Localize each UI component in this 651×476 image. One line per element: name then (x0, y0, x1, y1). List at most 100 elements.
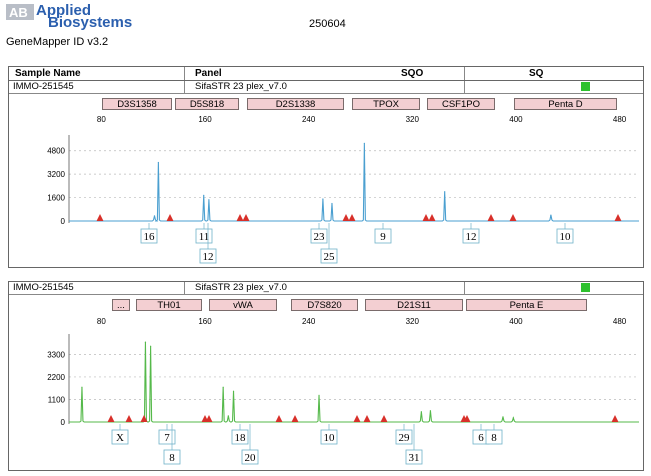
size-marker-icon (107, 415, 115, 422)
y-tick-label: 0 (61, 217, 66, 226)
allele-call-label[interactable]: 20 (245, 452, 257, 464)
x-tick-label: 320 (406, 115, 420, 124)
peak-point (512, 417, 514, 419)
peak-point (444, 191, 446, 193)
peak-point (222, 386, 224, 388)
size-marker-icon (125, 415, 133, 422)
peak-point (550, 214, 552, 216)
size-marker-icon (348, 214, 356, 221)
allele-call-label[interactable]: 12 (203, 251, 214, 263)
allele-call-box (158, 429, 176, 445)
peak-point (153, 215, 156, 217)
size-marker-icon (463, 415, 471, 422)
peak-point (150, 345, 152, 347)
size-marker-icon (614, 214, 622, 221)
column-sqo: SQO (401, 68, 424, 79)
electropherogram-panel-2: IMMO-251545 SifaSTR 23 plex_v7.0 ... TH0… (8, 281, 644, 471)
x-tick-label: 160 (198, 115, 212, 124)
locus-label[interactable]: D2S1338 (247, 98, 344, 110)
signal-trace (69, 143, 639, 222)
size-marker-icon (428, 214, 436, 221)
size-marker-icon (291, 415, 299, 422)
locus-label[interactable]: D21S11 (365, 299, 463, 311)
allele-call-label[interactable]: 25 (324, 251, 336, 263)
locus-label[interactable]: vWA (209, 299, 277, 311)
allele-call-label[interactable]: 6 (478, 432, 484, 444)
x-tick-label: 80 (97, 115, 106, 124)
column-panel: Panel (195, 68, 222, 79)
x-tick-label: 240 (302, 115, 316, 124)
allele-call-label[interactable]: 11 (199, 231, 210, 243)
allele-call-box (320, 248, 338, 264)
y-tick-label: 2200 (47, 373, 65, 382)
x-tick-label: 320 (406, 317, 420, 326)
locus-label[interactable]: TPOX (352, 98, 420, 110)
y-tick-label: 3300 (47, 350, 65, 359)
allele-call-label[interactable]: 8 (491, 432, 497, 444)
allele-call-label[interactable]: 8 (169, 452, 175, 464)
y-tick-label: 1100 (48, 395, 66, 404)
sample-row[interactable]: IMMO-251545 SifaSTR 23 plex_v7.0 (9, 282, 643, 295)
peak-point (502, 416, 504, 418)
sq-status-indicator (581, 82, 590, 91)
allele-call-label[interactable]: 29 (399, 432, 411, 444)
allele-call-box (405, 449, 423, 465)
sample-name: IMMO-251545 (13, 282, 74, 293)
peak-point (81, 386, 83, 388)
svg-text:AB: AB (9, 5, 28, 20)
run-id: 250604 (309, 18, 346, 30)
locus-label[interactable]: Penta D (514, 98, 617, 110)
column-sq: SQ (529, 68, 544, 79)
size-marker-icon (205, 415, 213, 422)
locus-label[interactable]: D3S1358 (102, 98, 172, 110)
allele-call-label[interactable]: 10 (324, 432, 336, 444)
size-marker-icon (422, 214, 430, 221)
peak-point (203, 194, 205, 196)
x-tick-label: 480 (613, 115, 627, 124)
x-tick-label: 400 (509, 115, 523, 124)
peak-point (144, 341, 147, 343)
allele-call-label[interactable]: 23 (314, 231, 326, 243)
locus-label[interactable]: TH01 (136, 299, 202, 311)
allele-call-label[interactable]: 12 (466, 231, 477, 243)
peak-point (420, 411, 422, 413)
allele-call-box (374, 228, 392, 244)
report-header: AB Applied Biosystems GeneMapper ID v3.2… (0, 0, 651, 60)
allele-call-label[interactable]: 9 (380, 231, 386, 243)
app-name: GeneMapper ID v3.2 (6, 36, 109, 48)
peak-point (363, 142, 365, 144)
allele-call-label[interactable]: 18 (235, 432, 247, 444)
allele-call-label[interactable]: 10 (560, 231, 572, 243)
allele-call-box (395, 429, 413, 445)
size-marker-icon (611, 415, 619, 422)
locus-label[interactable]: Penta E (466, 299, 587, 311)
peak-point (322, 198, 324, 200)
peak-point (331, 202, 333, 205)
sq-status-indicator (581, 283, 590, 292)
x-tick-label: 240 (302, 317, 316, 326)
allele-call-label[interactable]: 7 (164, 432, 170, 444)
size-marker-icon (140, 415, 148, 422)
locus-label[interactable]: D7S820 (291, 299, 358, 311)
size-marker-icon (509, 214, 517, 221)
brand-name-line1: Applied (36, 2, 91, 19)
allele-call-label[interactable]: 31 (409, 452, 420, 464)
locus-label[interactable]: D5S818 (175, 98, 239, 110)
allele-call-box (163, 449, 181, 465)
allele-call-label[interactable]: 16 (144, 231, 156, 243)
allele-call-label[interactable]: X (116, 432, 124, 444)
y-tick-label: 0 (61, 418, 66, 427)
locus-label[interactable]: ... (112, 299, 130, 311)
allele-call-box (199, 248, 217, 264)
electropherogram-plot[interactable]: 80 160 240 320 400 480 4800 3200 1600 0 16 11 23 9 12 1… (9, 67, 643, 267)
x-tick-label: 480 (613, 317, 627, 326)
size-marker-icon (236, 214, 244, 221)
locus-label[interactable]: CSF1PO (427, 98, 495, 110)
peak-point (429, 410, 432, 412)
size-marker-icon (380, 415, 388, 422)
applied-biosystems-logo-icon: AB (6, 4, 34, 20)
allele-call-box (310, 228, 328, 244)
sample-row[interactable]: IMMO-251545 SifaSTR 23 plex_v7.0 (9, 81, 643, 94)
y-tick-label: 3200 (47, 170, 65, 179)
